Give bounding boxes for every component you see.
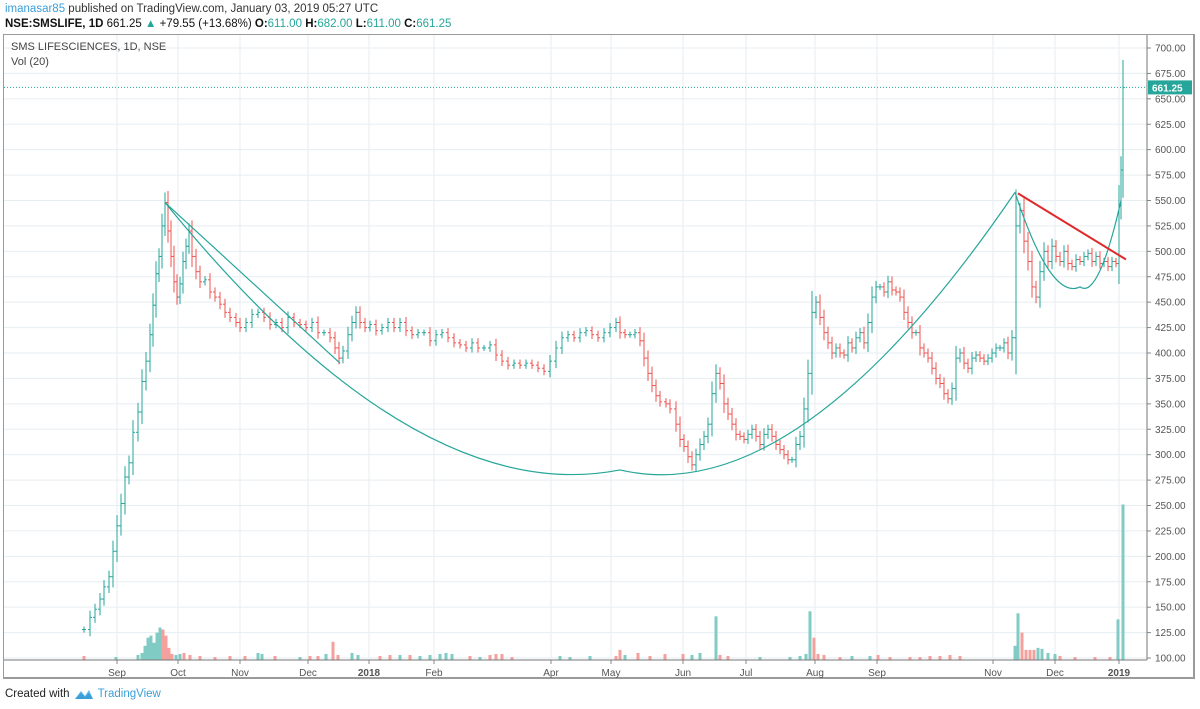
svg-text:225.00: 225.00 <box>1155 526 1186 537</box>
svg-text:500.00: 500.00 <box>1155 247 1186 258</box>
open-label: O: <box>254 18 268 30</box>
tradingview-brand[interactable]: TradingView <box>97 688 161 700</box>
svg-text:Feb: Feb <box>425 668 443 679</box>
last-price-tag: 661.25 <box>1152 83 1183 94</box>
low-label: L: <box>355 18 367 30</box>
svg-text:550.00: 550.00 <box>1155 196 1186 207</box>
svg-text:2019: 2019 <box>1108 668 1131 679</box>
svg-text:150.00: 150.00 <box>1155 603 1186 614</box>
publish-info: imanasar85 published on TradingView.com,… <box>5 3 378 15</box>
svg-text:475.00: 475.00 <box>1155 272 1186 283</box>
svg-text:125.00: 125.00 <box>1155 628 1186 639</box>
svg-text:175.00: 175.00 <box>1155 577 1186 588</box>
svg-text:Aug: Aug <box>806 668 824 679</box>
ohlc-bars <box>82 59 1125 637</box>
close-label: C: <box>404 18 417 30</box>
svg-text:Jul: Jul <box>740 668 753 679</box>
svg-text:700.00: 700.00 <box>1155 44 1186 55</box>
svg-text:2018: 2018 <box>358 668 381 679</box>
svg-text:200.00: 200.00 <box>1155 552 1186 563</box>
series-title: SMS LIFESCIENCES, 1D, NSE <box>11 41 167 53</box>
svg-text:Sep: Sep <box>108 668 126 679</box>
tradingview-logo-icon <box>74 690 93 699</box>
price-change: +79.55 (+13.68%) <box>159 18 252 30</box>
svg-text:Jun: Jun <box>675 668 691 679</box>
up-triangle-icon: ▲ <box>145 18 157 30</box>
svg-text:300.00: 300.00 <box>1155 450 1186 461</box>
high-value: 682.00 <box>317 18 353 30</box>
svg-text:Sep: Sep <box>868 668 886 679</box>
svg-text:Apr: Apr <box>543 668 559 679</box>
svg-text:350.00: 350.00 <box>1155 399 1186 410</box>
svg-text:675.00: 675.00 <box>1155 69 1186 80</box>
publish-text: published on TradingView.com, January 03… <box>68 3 379 15</box>
svg-text:250.00: 250.00 <box>1155 501 1186 512</box>
symbol-info-bar: NSE:SMSLIFE, 1D 661.25 ▲ +79.55 (+13.68%… <box>5 18 451 30</box>
high-label: H: <box>305 18 318 30</box>
last-price: 661.25 <box>106 18 142 30</box>
chart-legend: SMS LIFESCIENCES, 1D, NSE Vol (20) <box>11 40 166 70</box>
svg-text:May: May <box>602 668 621 679</box>
svg-text:450.00: 450.00 <box>1155 298 1186 309</box>
volume-bars <box>82 504 1125 660</box>
svg-text:325.00: 325.00 <box>1155 425 1186 436</box>
svg-text:Nov: Nov <box>231 668 249 679</box>
author-link[interactable]: imanasar85 <box>5 3 66 15</box>
svg-text:425.00: 425.00 <box>1155 323 1186 334</box>
drawings <box>4 86 1147 476</box>
svg-text:625.00: 625.00 <box>1155 120 1186 131</box>
close-value: 661.25 <box>416 18 452 30</box>
svg-text:100.00: 100.00 <box>1155 654 1186 665</box>
footer: Created with TradingView <box>5 688 161 700</box>
chart-frame <box>3 34 1195 679</box>
axes: 100.00 125.00 150.00 175.00 200.00 225.00 250.… <box>4 35 1192 679</box>
svg-text:Nov: Nov <box>984 668 1002 679</box>
svg-text:575.00: 575.00 <box>1155 171 1186 182</box>
svg-text:400.00: 400.00 <box>1155 349 1186 360</box>
svg-text:600.00: 600.00 <box>1155 145 1186 156</box>
svg-text:Dec: Dec <box>1046 668 1064 679</box>
chart-grid <box>4 35 1147 660</box>
svg-text:525.00: 525.00 <box>1155 221 1186 232</box>
open-value: 611.00 <box>267 18 302 30</box>
svg-text:Oct: Oct <box>170 668 186 679</box>
svg-text:650.00: 650.00 <box>1155 94 1186 105</box>
created-with-text: Created with <box>5 688 70 700</box>
svg-text:375.00: 375.00 <box>1155 374 1186 385</box>
volume-title: Vol (20) <box>11 56 49 68</box>
symbol-name: NSE:SMSLIFE, 1D <box>5 18 104 30</box>
svg-text:275.00: 275.00 <box>1155 476 1186 487</box>
low-value: 611.00 <box>366 18 401 30</box>
svg-text:Dec: Dec <box>299 668 317 679</box>
